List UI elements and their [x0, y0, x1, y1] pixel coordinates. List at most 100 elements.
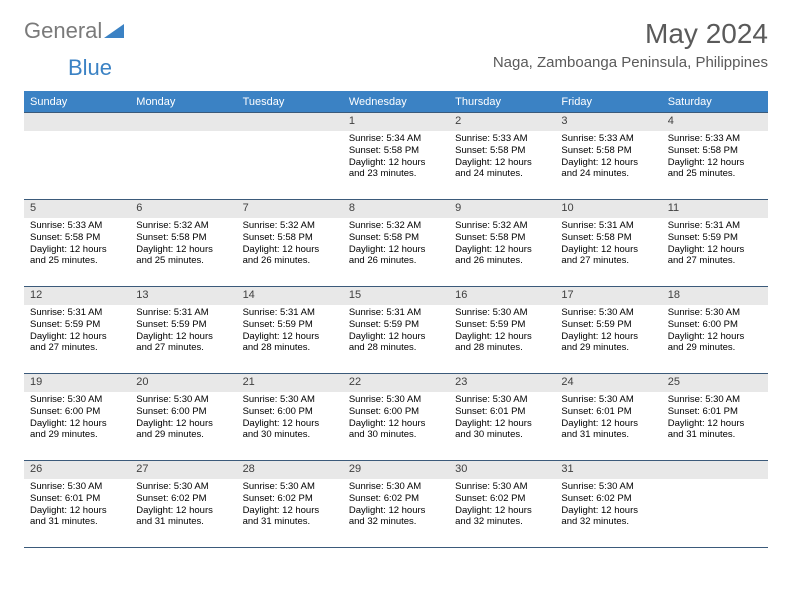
day-header: Sunday	[24, 92, 130, 112]
sunrise-text: Sunrise: 5:32 AM	[243, 220, 337, 232]
sunrise-text: Sunrise: 5:33 AM	[668, 133, 762, 145]
daylight-text: Daylight: 12 hours and 30 minutes.	[455, 418, 549, 442]
day-details: Sunrise: 5:33 AMSunset: 5:58 PMDaylight:…	[555, 131, 661, 185]
sunrise-text: Sunrise: 5:30 AM	[136, 394, 230, 406]
day-details: Sunrise: 5:30 AMSunset: 5:59 PMDaylight:…	[555, 305, 661, 359]
daylight-text: Daylight: 12 hours and 31 minutes.	[30, 505, 124, 529]
weeks-container: 1Sunrise: 5:34 AMSunset: 5:58 PMDaylight…	[24, 112, 768, 547]
day-details: Sunrise: 5:34 AMSunset: 5:58 PMDaylight:…	[343, 131, 449, 185]
day-cell: 11Sunrise: 5:31 AMSunset: 5:59 PMDayligh…	[662, 200, 768, 286]
sunset-text: Sunset: 5:58 PM	[455, 232, 549, 244]
day-header-row: Sunday Monday Tuesday Wednesday Thursday…	[24, 91, 768, 112]
day-cell: 13Sunrise: 5:31 AMSunset: 5:59 PMDayligh…	[130, 287, 236, 373]
daylight-text: Daylight: 12 hours and 29 minutes.	[668, 331, 762, 355]
logo: General	[24, 18, 124, 44]
week-row: 26Sunrise: 5:30 AMSunset: 6:01 PMDayligh…	[24, 460, 768, 547]
day-cell: 9Sunrise: 5:32 AMSunset: 5:58 PMDaylight…	[449, 200, 555, 286]
daylight-text: Daylight: 12 hours and 24 minutes.	[561, 157, 655, 181]
sunset-text: Sunset: 6:00 PM	[349, 406, 443, 418]
day-details: Sunrise: 5:32 AMSunset: 5:58 PMDaylight:…	[237, 218, 343, 272]
sunset-text: Sunset: 6:00 PM	[243, 406, 337, 418]
day-cell	[130, 113, 236, 199]
sunrise-text: Sunrise: 5:34 AM	[349, 133, 443, 145]
day-cell: 22Sunrise: 5:30 AMSunset: 6:00 PMDayligh…	[343, 374, 449, 460]
day-details: Sunrise: 5:31 AMSunset: 5:58 PMDaylight:…	[555, 218, 661, 272]
day-details: Sunrise: 5:30 AMSunset: 6:02 PMDaylight:…	[130, 479, 236, 533]
sunset-text: Sunset: 5:58 PM	[561, 232, 655, 244]
sunset-text: Sunset: 6:01 PM	[668, 406, 762, 418]
day-cell: 28Sunrise: 5:30 AMSunset: 6:02 PMDayligh…	[237, 461, 343, 547]
month-title: May 2024	[493, 18, 768, 50]
sunrise-text: Sunrise: 5:31 AM	[668, 220, 762, 232]
daylight-text: Daylight: 12 hours and 29 minutes.	[30, 418, 124, 442]
day-details: Sunrise: 5:30 AMSunset: 6:00 PMDaylight:…	[130, 392, 236, 446]
sunrise-text: Sunrise: 5:30 AM	[561, 307, 655, 319]
day-number: 27	[130, 461, 236, 479]
day-number: 31	[555, 461, 661, 479]
day-number: 14	[237, 287, 343, 305]
day-details: Sunrise: 5:31 AMSunset: 5:59 PMDaylight:…	[130, 305, 236, 359]
sunset-text: Sunset: 6:01 PM	[455, 406, 549, 418]
day-header: Tuesday	[237, 92, 343, 112]
daylight-text: Daylight: 12 hours and 26 minutes.	[243, 244, 337, 268]
day-details: Sunrise: 5:31 AMSunset: 5:59 PMDaylight:…	[24, 305, 130, 359]
day-cell: 24Sunrise: 5:30 AMSunset: 6:01 PMDayligh…	[555, 374, 661, 460]
sunset-text: Sunset: 6:02 PM	[561, 493, 655, 505]
day-number: 25	[662, 374, 768, 392]
sunset-text: Sunset: 5:59 PM	[136, 319, 230, 331]
bottom-rule	[24, 547, 768, 548]
logo-triangle-icon	[104, 18, 124, 44]
day-cell: 31Sunrise: 5:30 AMSunset: 6:02 PMDayligh…	[555, 461, 661, 547]
sunrise-text: Sunrise: 5:30 AM	[455, 394, 549, 406]
day-header: Thursday	[449, 92, 555, 112]
day-cell: 1Sunrise: 5:34 AMSunset: 5:58 PMDaylight…	[343, 113, 449, 199]
day-number: 17	[555, 287, 661, 305]
location-text: Naga, Zamboanga Peninsula, Philippines	[493, 54, 768, 71]
day-cell: 20Sunrise: 5:30 AMSunset: 6:00 PMDayligh…	[130, 374, 236, 460]
daylight-text: Daylight: 12 hours and 32 minutes.	[349, 505, 443, 529]
day-number: 19	[24, 374, 130, 392]
daylight-text: Daylight: 12 hours and 30 minutes.	[349, 418, 443, 442]
sunrise-text: Sunrise: 5:30 AM	[668, 394, 762, 406]
sunrise-text: Sunrise: 5:31 AM	[561, 220, 655, 232]
daylight-text: Daylight: 12 hours and 27 minutes.	[30, 331, 124, 355]
day-cell: 3Sunrise: 5:33 AMSunset: 5:58 PMDaylight…	[555, 113, 661, 199]
sunrise-text: Sunrise: 5:30 AM	[243, 394, 337, 406]
daylight-text: Daylight: 12 hours and 28 minutes.	[243, 331, 337, 355]
daylight-text: Daylight: 12 hours and 25 minutes.	[30, 244, 124, 268]
day-details: Sunrise: 5:30 AMSunset: 6:01 PMDaylight:…	[449, 392, 555, 446]
sunset-text: Sunset: 5:58 PM	[349, 145, 443, 157]
sunrise-text: Sunrise: 5:30 AM	[668, 307, 762, 319]
sunset-text: Sunset: 6:02 PM	[349, 493, 443, 505]
sunset-text: Sunset: 6:02 PM	[136, 493, 230, 505]
day-details: Sunrise: 5:30 AMSunset: 6:02 PMDaylight:…	[449, 479, 555, 533]
week-row: 5Sunrise: 5:33 AMSunset: 5:58 PMDaylight…	[24, 199, 768, 286]
day-number: 2	[449, 113, 555, 131]
day-details: Sunrise: 5:30 AMSunset: 6:00 PMDaylight:…	[237, 392, 343, 446]
day-cell: 23Sunrise: 5:30 AMSunset: 6:01 PMDayligh…	[449, 374, 555, 460]
day-cell: 7Sunrise: 5:32 AMSunset: 5:58 PMDaylight…	[237, 200, 343, 286]
sunrise-text: Sunrise: 5:30 AM	[30, 481, 124, 493]
week-row: 19Sunrise: 5:30 AMSunset: 6:00 PMDayligh…	[24, 373, 768, 460]
day-details: Sunrise: 5:31 AMSunset: 5:59 PMDaylight:…	[343, 305, 449, 359]
sunset-text: Sunset: 5:58 PM	[455, 145, 549, 157]
sunset-text: Sunset: 6:01 PM	[561, 406, 655, 418]
day-number: 7	[237, 200, 343, 218]
day-header: Friday	[555, 92, 661, 112]
sunrise-text: Sunrise: 5:30 AM	[455, 481, 549, 493]
daylight-text: Daylight: 12 hours and 27 minutes.	[136, 331, 230, 355]
day-cell: 17Sunrise: 5:30 AMSunset: 5:59 PMDayligh…	[555, 287, 661, 373]
sunrise-text: Sunrise: 5:32 AM	[136, 220, 230, 232]
sunrise-text: Sunrise: 5:33 AM	[561, 133, 655, 145]
sunset-text: Sunset: 5:59 PM	[349, 319, 443, 331]
day-details: Sunrise: 5:30 AMSunset: 5:59 PMDaylight:…	[449, 305, 555, 359]
daylight-text: Daylight: 12 hours and 27 minutes.	[668, 244, 762, 268]
sunrise-text: Sunrise: 5:30 AM	[349, 481, 443, 493]
day-cell: 21Sunrise: 5:30 AMSunset: 6:00 PMDayligh…	[237, 374, 343, 460]
sunset-text: Sunset: 5:59 PM	[30, 319, 124, 331]
title-block: May 2024 Naga, Zamboanga Peninsula, Phil…	[493, 18, 768, 71]
day-number: 6	[130, 200, 236, 218]
day-cell	[24, 113, 130, 199]
day-details: Sunrise: 5:30 AMSunset: 6:00 PMDaylight:…	[662, 305, 768, 359]
sunrise-text: Sunrise: 5:31 AM	[30, 307, 124, 319]
